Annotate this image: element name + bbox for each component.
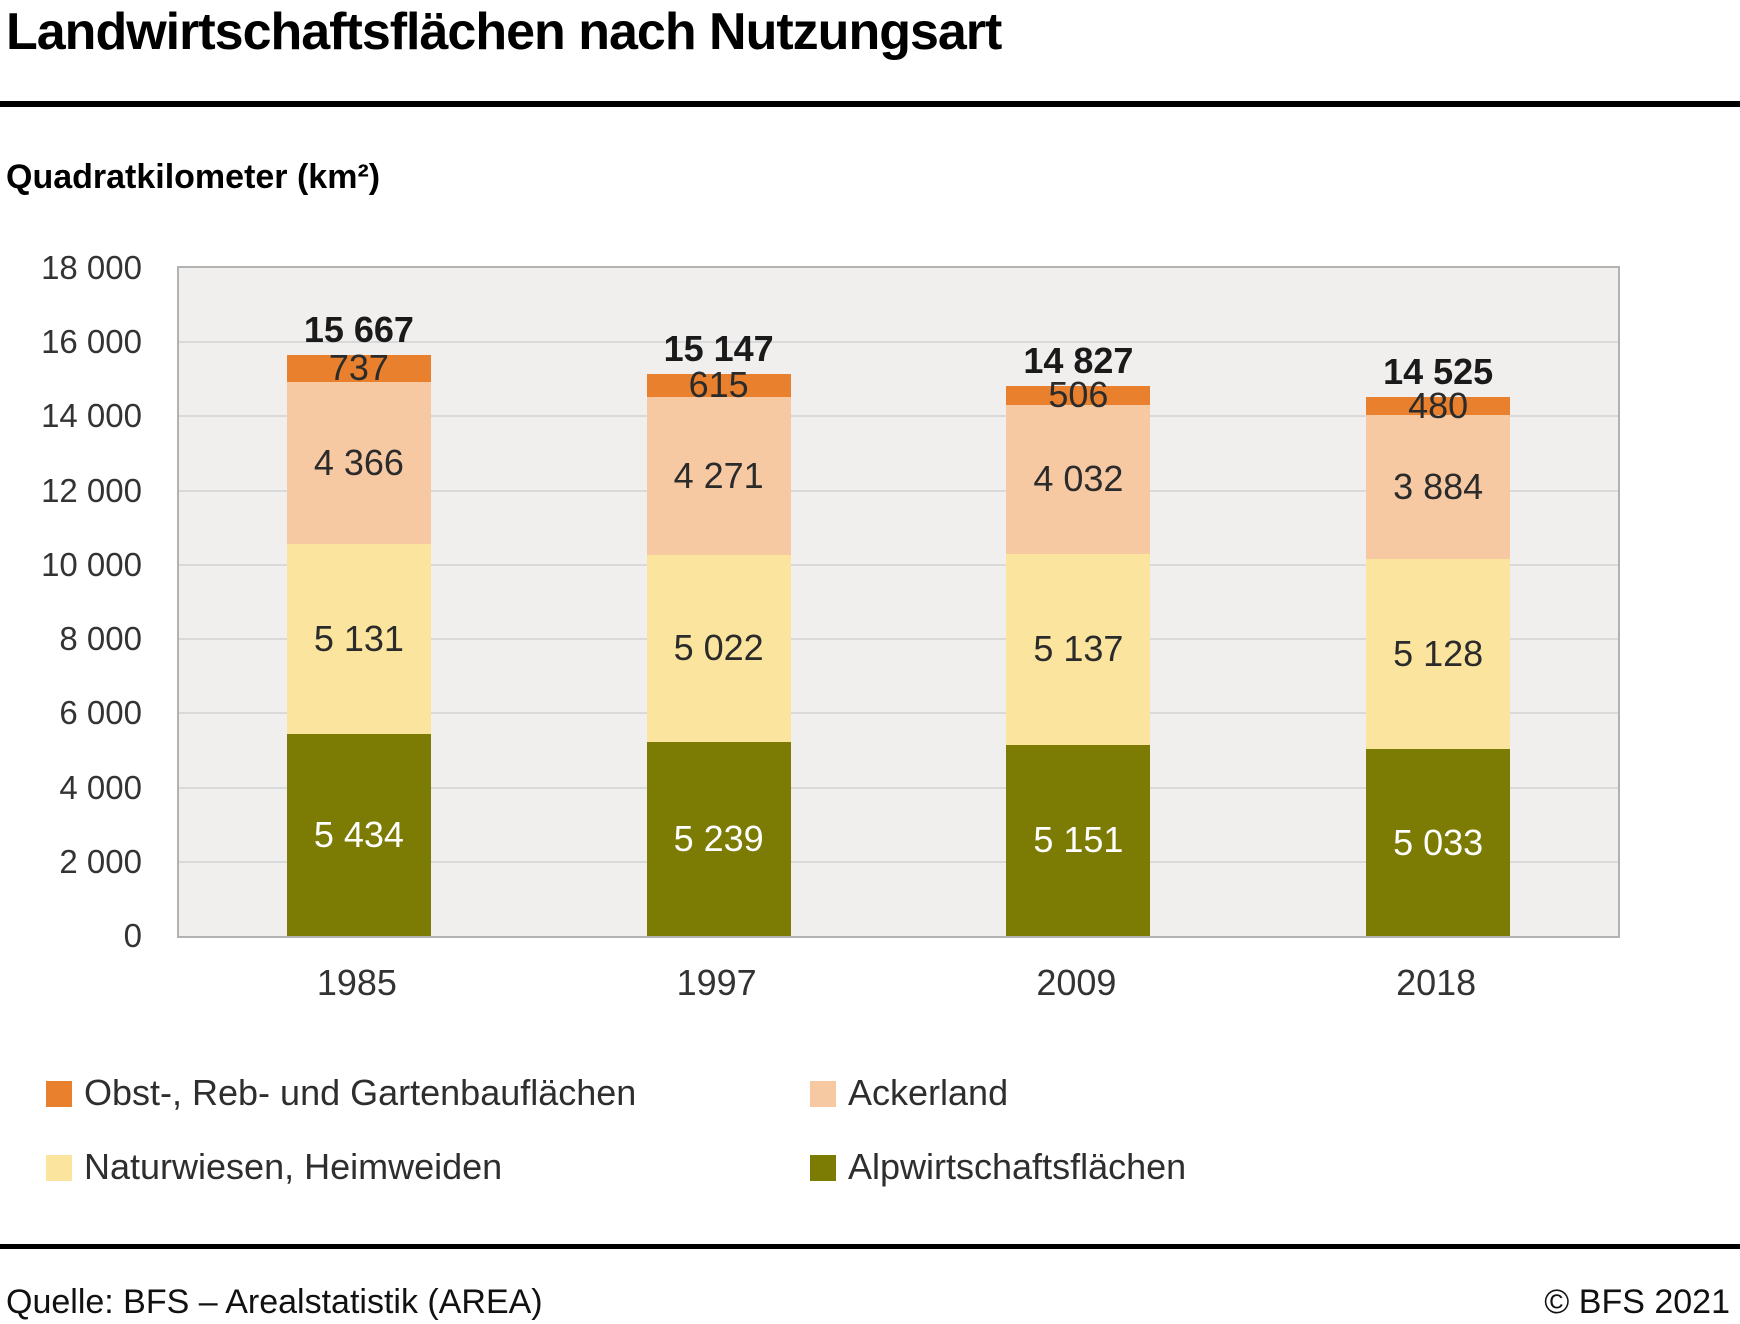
legend-item: Obst-, Reb- und Gartenbauflächen xyxy=(46,1072,636,1114)
bar-total-label: 14 827 xyxy=(1023,339,1134,381)
x-axis-labels: 1985 1997 2009 2018 xyxy=(177,962,1620,1006)
gridline xyxy=(179,489,1618,492)
bar-segment: 4 271 xyxy=(646,396,791,556)
y-tick-label: 0 xyxy=(123,917,142,954)
segment-value-label: 3 884 xyxy=(1393,465,1484,507)
page-title: Landwirtschaftsflächen nach Nutzungsart xyxy=(6,3,1002,61)
y-tick-label: 10 000 xyxy=(41,545,142,583)
bar-segment: 4 032 xyxy=(1006,404,1151,555)
y-tick-label: 16 000 xyxy=(41,323,142,361)
bar-segment: 5 128 xyxy=(1366,558,1511,750)
bar-total-label: 15 667 xyxy=(303,308,414,350)
source-text: Quelle: BFS – Arealstatistik (AREA) xyxy=(6,1283,543,1321)
gridline xyxy=(179,341,1618,344)
legend-item: Alpwirtschaftsflächen xyxy=(810,1146,1186,1188)
legend-label: Alpwirtschaftsflächen xyxy=(848,1146,1187,1187)
bar-segment: 4 366 xyxy=(286,381,431,544)
x-tick-label: 2018 xyxy=(1396,962,1477,1003)
legend-swatch xyxy=(46,1081,72,1107)
legend-label: Obst-, Reb- und Gartenbauflächen xyxy=(84,1072,637,1113)
y-tick-label: 18 000 xyxy=(41,249,142,286)
legend-swatch xyxy=(46,1155,72,1181)
y-tick-label: 2 000 xyxy=(59,842,142,880)
segment-value-label: 4 366 xyxy=(313,441,404,483)
gridline xyxy=(179,786,1618,789)
y-tick-label: 8 000 xyxy=(59,620,142,658)
segment-value-label: 5 131 xyxy=(313,618,404,660)
segment-value-label: 5 434 xyxy=(313,814,404,856)
gridline xyxy=(179,712,1618,715)
segment-value-label: 5 151 xyxy=(1033,819,1124,861)
legend-item: Ackerland xyxy=(810,1072,1008,1114)
bar-segment: 5 434 xyxy=(286,734,431,937)
x-tick-label: 1985 xyxy=(316,962,397,1003)
segment-value-label: 506 xyxy=(1048,374,1109,416)
segment-value-label: 4 032 xyxy=(1033,458,1124,500)
segment-value-label: 5 022 xyxy=(673,627,764,669)
gridline xyxy=(179,415,1618,418)
bar-segment: 5 033 xyxy=(1366,749,1511,936)
legend-swatch xyxy=(810,1155,836,1181)
legend-swatch xyxy=(810,1081,836,1107)
footer-rule xyxy=(0,1244,1740,1249)
bar-group-2009: 506 4 032 5 137 5 151 xyxy=(1006,374,1151,936)
x-tick-label: 1997 xyxy=(676,962,757,1003)
legend-label: Naturwiesen, Heimweiden xyxy=(84,1146,503,1187)
bar-group-1985: 737 4 366 5 131 5 434 xyxy=(286,347,431,937)
legend-item: Naturwiesen, Heimweiden xyxy=(46,1146,502,1188)
bar-segment: 5 137 xyxy=(1006,554,1151,745)
gridline xyxy=(179,860,1618,863)
bar-segment: 5 022 xyxy=(646,555,791,742)
bar-segment: 506 xyxy=(1006,374,1151,415)
legend-label: Ackerland xyxy=(848,1072,1009,1113)
segment-value-label: 5 137 xyxy=(1033,628,1124,670)
segment-value-label: 615 xyxy=(688,364,749,406)
bar-group-1997: 615 4 271 5 022 5 239 xyxy=(646,364,791,936)
y-tick-label: 4 000 xyxy=(59,768,142,806)
plot-inner: 737 4 366 5 131 5 434 15 667 615 4 271 5 022 5 2… xyxy=(179,268,1618,937)
chart-subtitle: Quadratkilometer (km²) xyxy=(6,158,381,196)
bar-segment: 5 151 xyxy=(1006,744,1151,936)
title-rule xyxy=(0,101,1740,107)
bar-segment: 3 884 xyxy=(1366,414,1511,559)
bar-total-label: 15 147 xyxy=(663,327,774,369)
bar-group-2018: 480 3 884 5 128 5 033 xyxy=(1366,385,1511,936)
bar-total-label: 14 525 xyxy=(1383,350,1494,392)
segment-value-label: 5 033 xyxy=(1393,821,1484,863)
x-tick-label: 2009 xyxy=(1036,962,1117,1003)
y-tick-label: 6 000 xyxy=(59,694,142,732)
segment-value-label: 5 239 xyxy=(673,817,764,859)
gridline xyxy=(179,563,1618,566)
bar-segment: 737 xyxy=(286,347,431,388)
segment-value-label: 4 271 xyxy=(673,454,764,496)
y-tick-label: 14 000 xyxy=(41,397,142,435)
plot-area: 737 4 366 5 131 5 434 15 667 615 4 271 5 022 5 2… xyxy=(177,266,1620,938)
bar-segment: 5 131 xyxy=(286,543,431,735)
segment-value-label: 5 128 xyxy=(1393,633,1484,675)
bar-segment: 480 xyxy=(1366,385,1511,426)
gridline xyxy=(179,638,1618,641)
copyright-text: © BFS 2021 xyxy=(1544,1283,1730,1321)
segment-value-label: 737 xyxy=(328,347,389,389)
bar-segment: 615 xyxy=(646,364,791,405)
y-tick-label: 12 000 xyxy=(41,471,142,509)
bar-segment: 5 239 xyxy=(646,741,791,936)
y-axis-labels: 18 000 16 000 14 000 12 000 10 000 8 000 6 000… xyxy=(0,249,142,954)
segment-value-label: 480 xyxy=(1408,384,1469,426)
